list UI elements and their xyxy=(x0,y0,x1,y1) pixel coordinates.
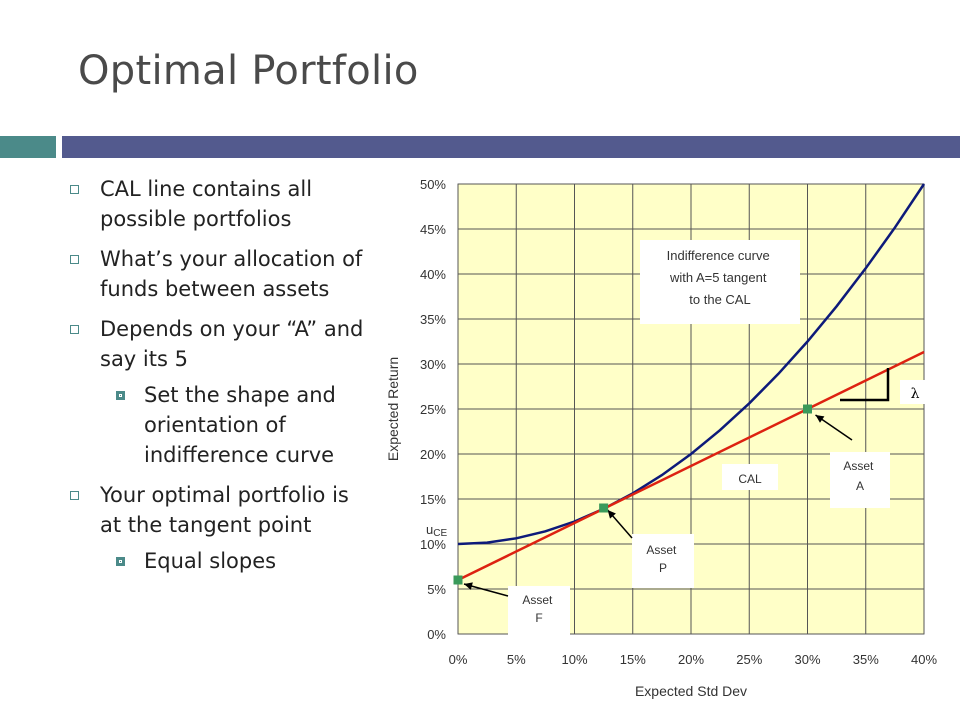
bullet-item: CAL line contains all possible portfolio… xyxy=(70,174,370,234)
asset-p-point xyxy=(599,503,609,513)
x-tick-label: 25% xyxy=(736,652,762,667)
asset-p-box xyxy=(632,534,694,588)
asset-a-box xyxy=(830,452,890,508)
indifference-label-box xyxy=(640,240,800,324)
bullet-square-icon xyxy=(70,325,79,334)
bullet-item: Your optimal portfolio is at the tangent… xyxy=(70,480,370,540)
y-tick-label: 15% xyxy=(420,492,446,507)
asset-f-point xyxy=(453,575,463,585)
y-tick-label: 35% xyxy=(420,312,446,327)
y-tick-label: 0% xyxy=(427,627,446,642)
asset-a-point xyxy=(803,404,812,414)
asset-points xyxy=(453,404,812,585)
bullet-item: What’s your allocation of funds between … xyxy=(70,244,370,304)
lambda-label: λ xyxy=(911,386,920,402)
uce-label: uCE xyxy=(426,522,447,539)
y-tick-label: 5% xyxy=(427,582,446,597)
title-bar-accent xyxy=(0,136,56,158)
slope-marker xyxy=(840,368,890,402)
x-tick-label: 15% xyxy=(620,652,646,667)
asset-a-arrow-head xyxy=(815,415,825,423)
series-lines xyxy=(457,183,926,582)
cal-label: CAL xyxy=(738,472,762,486)
y-tick-labels: 0% 5% 10% 15% 20% 25% 30% 35% 40% 45% 50% xyxy=(420,177,446,642)
cal-line xyxy=(457,350,925,582)
lambda-box xyxy=(900,380,930,404)
asset-f-label: Asset F xyxy=(522,593,555,625)
sub-bullet-item: Equal slopes xyxy=(70,546,370,576)
x-tick-label: 40% xyxy=(911,652,937,667)
indifference-curve xyxy=(457,183,926,546)
indifference-label: Indifference curve with A=5 tangent to t… xyxy=(667,248,774,307)
y-tick-label: 50% xyxy=(420,177,446,192)
y-tick-label: 40% xyxy=(420,267,446,282)
asset-a-label: Asset A xyxy=(843,459,876,493)
sub-bullet-icon xyxy=(116,391,125,400)
asset-p-label: Asset P xyxy=(646,543,679,575)
sub-bullet-icon xyxy=(116,557,125,566)
y-tick-label: 25% xyxy=(420,402,446,417)
title-bar xyxy=(62,136,960,158)
asset-f-arrow-head xyxy=(464,582,473,590)
y-tick-label: 45% xyxy=(420,222,446,237)
bullet-square-icon xyxy=(70,185,79,194)
x-tick-label: 0% xyxy=(449,652,468,667)
x-tick-label: 10% xyxy=(561,652,587,667)
bullet-square-icon xyxy=(70,491,79,500)
x-tick-label: 30% xyxy=(794,652,820,667)
sub-bullet-item: Set the shape and orientation of indiffe… xyxy=(70,380,370,470)
x-axis-label: Expected Std Dev xyxy=(635,683,747,699)
y-axis-label: Expected Return xyxy=(385,357,401,461)
y-tick-label: 20% xyxy=(420,447,446,462)
pointer-arrows xyxy=(463,414,853,597)
x-tick-label: 5% xyxy=(507,652,526,667)
cal-label-box xyxy=(722,464,778,490)
asset-f-box xyxy=(508,586,570,642)
bullet-list: CAL line contains all possible portfolio… xyxy=(70,174,370,586)
x-tick-labels: 0% 5% 10% 15% 20% 25% 30% 35% 40% xyxy=(449,652,938,667)
asset-p-arrow-head xyxy=(607,510,616,519)
bullet-item: Depends on your “A” and say its 5 xyxy=(70,314,370,374)
bullet-square-icon xyxy=(70,255,79,264)
slide-title: Optimal Portfolio xyxy=(78,48,419,94)
portfolio-chart: 0% 5% 10% 15% 20% 25% 30% 35% 40% 45% 50% 0% 5% 10% 1… xyxy=(385,177,938,699)
x-tick-label: 20% xyxy=(678,652,704,667)
x-tick-label: 35% xyxy=(853,652,879,667)
y-tick-label: 10% xyxy=(420,537,446,552)
y-tick-label: 30% xyxy=(420,357,446,372)
